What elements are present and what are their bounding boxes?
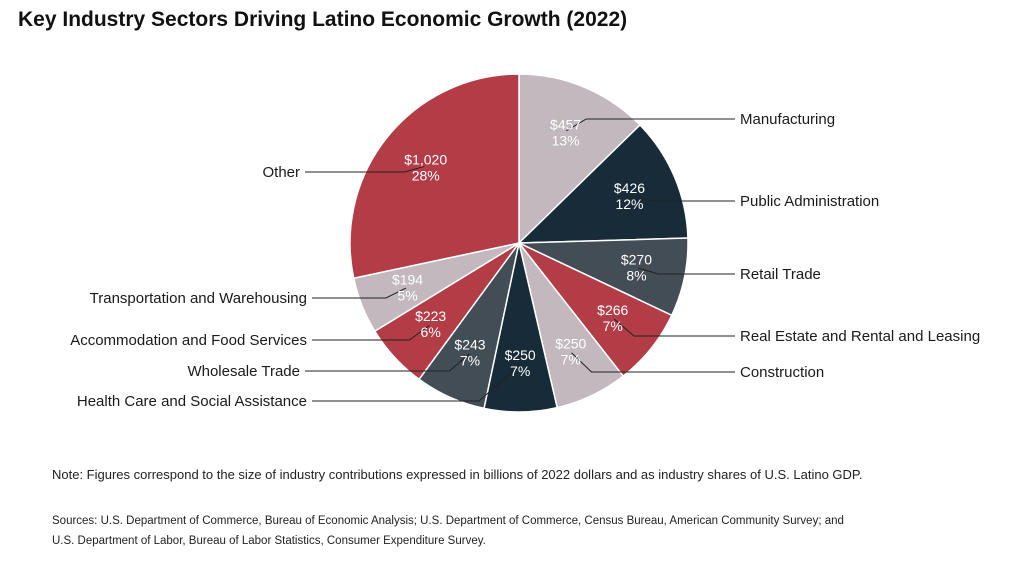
- slice-percent-label-manufacturing: 13%: [552, 132, 580, 148]
- slice-value-label-retail-trade: $270: [621, 252, 652, 268]
- slice-percent-label-transportation-and-warehousing: 5%: [397, 287, 417, 303]
- sources-line-2: U.S. Department of Labor, Bureau of Labo…: [52, 535, 486, 547]
- slice-percent-label-retail-trade: 8%: [626, 268, 646, 284]
- slice-value-label-accommodation-and-food-services: $223: [415, 308, 446, 324]
- slice-percent-label-wholesale-trade: 7%: [460, 353, 480, 369]
- leader-line-accommodation-and-food-services: [312, 324, 430, 341]
- category-label-manufacturing: Manufacturing: [740, 111, 835, 128]
- slice-value-label-manufacturing: $457: [550, 116, 581, 132]
- leader-line-other: [305, 165, 425, 173]
- slice-value-label-public-administration: $426: [614, 180, 645, 196]
- sources-line-1: Sources: U.S. Department of Commerce, Bu…: [52, 515, 844, 527]
- leader-line-wholesale-trade: [305, 353, 470, 372]
- category-label-health-care-and-social-assistance: Health Care and Social Assistance: [77, 393, 307, 410]
- pie-slice-public-administration: [517, 123, 689, 244]
- slice-percent-label-real-estate-and-rental-and-leasing: 7%: [603, 318, 623, 334]
- category-label-construction: Construction: [740, 364, 824, 381]
- slice-percent-label-public-administration: 12%: [615, 196, 643, 212]
- leader-line-retail-trade: [637, 267, 735, 275]
- slice-percent-label-other: 28%: [412, 168, 440, 184]
- slice-value-label-transportation-and-warehousing: $194: [392, 271, 423, 287]
- slice-percent-label-accommodation-and-food-services: 6%: [421, 324, 441, 340]
- category-label-wholesale-trade: Wholesale Trade: [187, 363, 300, 380]
- slice-percent-label-construction: 7%: [561, 351, 581, 367]
- category-label-other: Other: [262, 164, 300, 181]
- slice-value-label-real-estate-and-rental-and-leasing: $266: [597, 302, 628, 318]
- category-label-public-administration: Public Administration: [740, 193, 879, 210]
- category-label-transportation-and-warehousing: Transportation and Warehousing: [90, 290, 307, 307]
- slice-percent-label-health-care-and-social-assistance: 7%: [510, 363, 530, 379]
- category-label-accommodation-and-food-services: Accommodation and Food Services: [70, 332, 307, 349]
- chart-title: Key Industry Sectors Driving Latino Econ…: [18, 8, 628, 31]
- chart-sources: Sources: U.S. Department of Commerce, Bu…: [52, 511, 952, 551]
- chart-note: Note: Figures correspond to the size of …: [52, 467, 863, 482]
- leader-line-health-care-and-social-assistance: [312, 364, 521, 402]
- slice-value-label-health-care-and-social-assistance: $250: [505, 347, 536, 363]
- leader-line-public-administration: [630, 195, 735, 202]
- category-label-retail-trade: Retail Trade: [740, 266, 821, 283]
- leader-line-construction: [571, 352, 735, 373]
- leader-line-manufacturing: [566, 118, 735, 132]
- leader-line-transportation-and-warehousing: [312, 287, 407, 299]
- slice-value-label-wholesale-trade: $243: [454, 337, 485, 353]
- category-label-real-estate-and-rental-and-leasing: Real Estate and Rental and Leasing: [740, 328, 980, 345]
- leader-line-real-estate-and-rental-and-leasing: [613, 318, 735, 337]
- pie-slice-other: [349, 73, 520, 280]
- slice-value-label-other: $1,020: [404, 152, 447, 168]
- slice-value-label-construction: $250: [555, 335, 586, 351]
